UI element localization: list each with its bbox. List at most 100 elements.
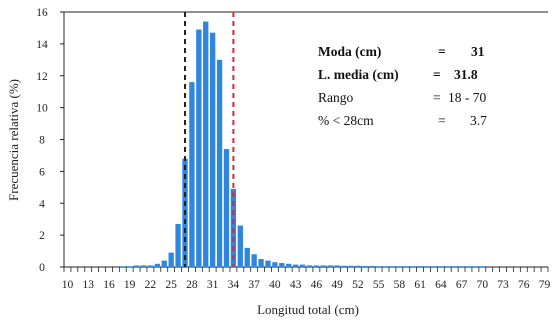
histogram-bar [375, 266, 382, 267]
x-tick-label: 64 [435, 279, 447, 291]
histogram-bar [216, 59, 223, 267]
histogram-bar [203, 21, 209, 267]
histogram-bar [479, 266, 485, 267]
histogram-bar [140, 265, 147, 267]
histogram-bar [168, 252, 174, 267]
annot-value-moda: 31 [471, 44, 485, 59]
histogram-bar [230, 188, 237, 267]
histogram-bar [127, 266, 133, 267]
x-axis-label: Longitud total (cm) [257, 302, 359, 317]
histogram-bar [120, 266, 126, 267]
histogram-bar [438, 266, 444, 267]
annot-value-pct: 3.7 [470, 113, 487, 128]
histogram-bar [299, 264, 306, 267]
histogram-bar [147, 265, 154, 267]
histogram-bar [396, 266, 402, 267]
annot-label-moda: Moda (cm) [318, 44, 381, 59]
histogram-bar [196, 29, 202, 267]
histogram-bar [341, 265, 347, 267]
y-tick-label: 0 [39, 262, 45, 274]
annot-eq-pct: = [438, 113, 446, 128]
y-tick-label: 8 [39, 135, 45, 147]
histogram-bar [265, 260, 271, 267]
histogram-bar [320, 265, 326, 267]
histogram-bar [445, 266, 451, 267]
annot-label-rango: Rango [318, 90, 353, 105]
y-tick-label: 6 [39, 166, 45, 178]
histogram-bar [431, 266, 437, 267]
histogram-bar [272, 262, 278, 267]
y-axis-label: Frecuencia relativa (%) [6, 79, 21, 201]
y-tick-label: 2 [39, 230, 45, 242]
annot-label-media: L. media (cm) [318, 67, 399, 82]
histogram-bar [458, 266, 465, 267]
histogram-bar [133, 265, 140, 267]
histogram-bar [292, 264, 299, 267]
histogram-bar [424, 266, 430, 267]
x-tick-label: 46 [311, 279, 323, 291]
x-tick-label: 16 [103, 279, 115, 291]
histogram-bar [334, 265, 340, 267]
histogram-bar [313, 265, 320, 267]
histogram-bar [251, 254, 257, 267]
histogram-bar [403, 266, 409, 267]
histogram-bar [389, 266, 396, 267]
y-tick-label: 12 [36, 71, 48, 83]
histogram-bar [306, 265, 313, 267]
histogram-bar [452, 266, 458, 267]
x-tick-label: 10 [62, 279, 74, 291]
annot-eq-rango: = [433, 90, 441, 105]
histogram-bar [362, 266, 368, 267]
histogram-bar [175, 223, 181, 267]
x-tick-label: 34 [228, 279, 240, 291]
histogram-bar [327, 265, 333, 267]
histogram-bar [258, 259, 264, 267]
x-tick-label: 25 [165, 279, 177, 291]
y-tick-label: 14 [36, 39, 48, 51]
histogram-bar [465, 266, 472, 267]
x-tick-label: 55 [373, 279, 385, 291]
histogram-bar [417, 266, 423, 267]
annot-eq-moda: = [438, 44, 446, 59]
x-tick-label: 76 [518, 279, 530, 291]
x-tick-label: 43 [290, 279, 302, 291]
x-tick-label: 79 [539, 279, 551, 291]
x-tick-label: 13 [82, 279, 94, 291]
histogram-bar [369, 266, 375, 267]
x-tick-label: 22 [145, 279, 157, 291]
histogram-bar [237, 225, 243, 267]
x-tick-label: 19 [124, 279, 136, 291]
annot-eq-media: = [433, 67, 441, 82]
histogram-bar [161, 260, 167, 267]
histogram-bar [348, 265, 354, 267]
annot-label-pct: % < 28cm [318, 113, 374, 128]
x-tick-label: 31 [207, 279, 219, 291]
histogram-bar [410, 266, 416, 267]
histogram-bar [189, 82, 195, 267]
x-tick-label: 67 [456, 279, 468, 291]
x-tick-label: 52 [352, 279, 364, 291]
histogram-bar [154, 263, 160, 267]
x-tick-label: 37 [248, 279, 260, 291]
histogram-bar [244, 247, 250, 267]
histogram-bar [472, 266, 479, 267]
x-tick-label: 28 [186, 279, 198, 291]
x-tick-label: 49 [331, 279, 343, 291]
x-tick-label: 73 [497, 279, 509, 291]
statistics-annotation: Moda (cm) = 31 L. media (cm) = 31.8 Rang… [318, 44, 487, 128]
y-tick-label: 10 [36, 103, 48, 115]
histogram-bar [223, 149, 230, 267]
annot-value-rango: 18 - 70 [448, 90, 486, 105]
x-tick-label: 70 [477, 279, 489, 291]
histogram-bar [286, 263, 292, 267]
annot-value-media: 31.8 [454, 67, 478, 82]
histogram-bar [382, 266, 389, 267]
histogram-bar [210, 32, 216, 267]
x-tick-label: 40 [269, 279, 281, 291]
histogram-bar [355, 265, 361, 267]
histogram-bar [279, 263, 285, 267]
x-tick-label: 61 [414, 279, 426, 291]
x-tick-label: 58 [394, 279, 406, 291]
